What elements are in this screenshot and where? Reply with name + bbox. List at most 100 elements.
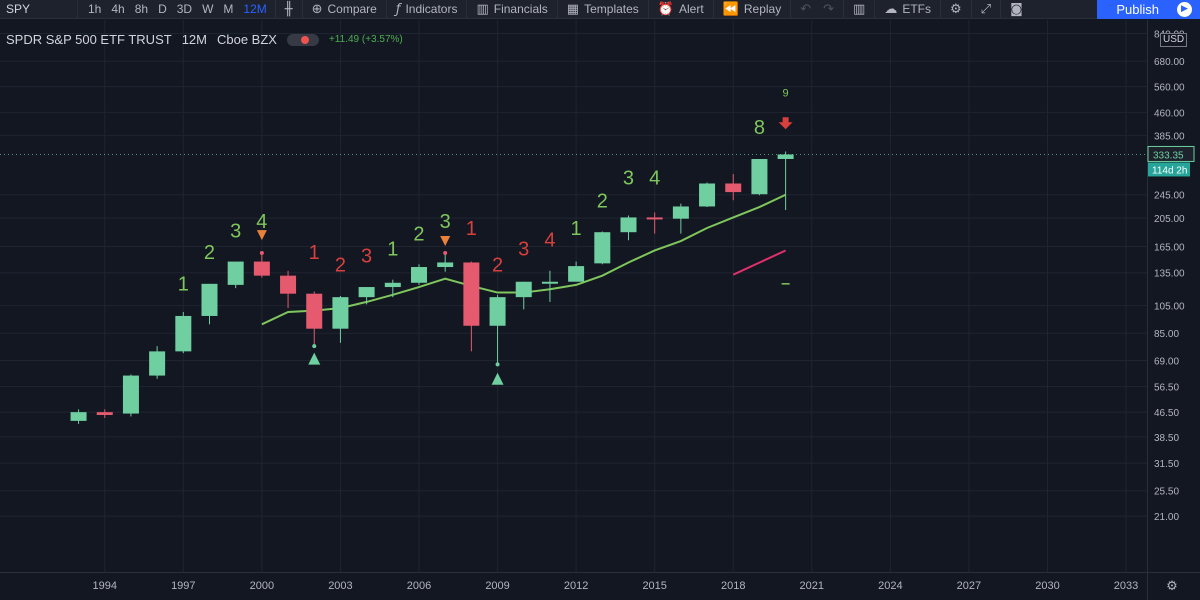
sequential-count-label: 2 bbox=[413, 223, 424, 245]
divider bbox=[556, 0, 558, 19]
divider bbox=[301, 0, 303, 19]
candle-body bbox=[515, 281, 532, 298]
candle-body bbox=[751, 158, 768, 195]
signal-dot bbox=[312, 344, 317, 349]
candle bbox=[646, 212, 663, 234]
y-tick-label: 69.00 bbox=[1154, 357, 1179, 368]
play-icon: ▶ bbox=[1177, 1, 1192, 17]
candles-icon: ╫ bbox=[284, 1, 293, 17]
gear-icon: ⚙ bbox=[950, 1, 962, 17]
sequential-count-label: 3 bbox=[361, 245, 372, 267]
sequential-count-label: 4 bbox=[256, 211, 267, 233]
fullscreen-button[interactable]: ⤢ bbox=[975, 0, 997, 19]
interval-8h[interactable]: 8h bbox=[134, 1, 149, 16]
currency-button[interactable]: USD bbox=[1160, 33, 1188, 47]
candle-body bbox=[699, 183, 716, 207]
candle bbox=[489, 294, 506, 365]
sequential-count-label: 3 bbox=[230, 220, 241, 242]
divider bbox=[385, 0, 387, 19]
candle-body bbox=[777, 154, 794, 159]
chart-style-button[interactable]: ╫ bbox=[279, 0, 299, 19]
interval-w[interactable]: W bbox=[202, 1, 214, 16]
candle bbox=[201, 283, 218, 325]
legend-interval: 12M bbox=[181, 32, 207, 47]
y-tick-label: 460.00 bbox=[1154, 108, 1185, 119]
interval-12m[interactable]: 12M bbox=[243, 1, 267, 16]
candle-body bbox=[646, 217, 663, 220]
symbol-search[interactable]: SPY bbox=[0, 0, 78, 19]
financials-button[interactable]: ▥ Financials bbox=[470, 0, 553, 19]
interval-group: 1h 4h 8h D 3D W M 12M bbox=[78, 0, 272, 19]
y-tick-label: 25.50 bbox=[1154, 487, 1179, 498]
candle bbox=[253, 252, 270, 278]
candle bbox=[122, 374, 139, 417]
publish-button[interactable]: Publish ▶ bbox=[1097, 0, 1200, 19]
y-tick-label: 205.00 bbox=[1154, 214, 1185, 225]
candle-body bbox=[332, 297, 349, 329]
candle-body bbox=[306, 293, 323, 329]
candle bbox=[358, 287, 375, 305]
sequential-count-label: 1 bbox=[571, 218, 582, 240]
interval-3d[interactable]: 3D bbox=[176, 1, 193, 16]
templates-button[interactable]: ▦ Templates bbox=[561, 0, 645, 19]
candle-body bbox=[384, 282, 401, 288]
y-tick-label: 31.50 bbox=[1154, 459, 1179, 470]
interval-4h[interactable]: 4h bbox=[111, 1, 125, 16]
x-tick-label: 2015 bbox=[642, 580, 666, 592]
x-tick-label: 2003 bbox=[328, 580, 352, 592]
layout-button[interactable]: ▥ bbox=[847, 0, 871, 19]
candle bbox=[541, 270, 558, 302]
interval-1h[interactable]: 1h bbox=[88, 1, 102, 16]
market-status-toggle[interactable] bbox=[286, 33, 319, 46]
x-tick-label: 1997 bbox=[171, 580, 195, 592]
redo-button[interactable]: ↷ bbox=[817, 0, 840, 19]
candle bbox=[515, 281, 532, 310]
signal-markers-layer bbox=[256, 117, 793, 385]
x-tick-label: 1994 bbox=[93, 580, 117, 592]
candle-body bbox=[568, 266, 585, 282]
axis-settings-gear-icon[interactable]: ⚙ bbox=[1166, 579, 1178, 594]
cloud-icon: ☁ bbox=[884, 1, 898, 17]
y-tick-label: 56.50 bbox=[1154, 383, 1179, 394]
legend-exchange: Cboe BZX bbox=[216, 32, 277, 47]
candle-body bbox=[70, 412, 87, 421]
x-tick-label: 2021 bbox=[800, 580, 824, 592]
sell-arrow-marker bbox=[778, 117, 793, 130]
signal-dot bbox=[495, 362, 500, 367]
sequential-count-label: 3 bbox=[518, 238, 529, 260]
candle-body bbox=[672, 206, 689, 219]
interval-d[interactable]: D bbox=[158, 1, 167, 16]
countdown-label: 114d 2h bbox=[1152, 165, 1187, 176]
indicators-button[interactable]: ƒ Indicators bbox=[390, 0, 464, 19]
x-tick-label: 2009 bbox=[485, 580, 509, 592]
buy-triangle-marker bbox=[491, 372, 504, 385]
sell-triangle-marker bbox=[440, 236, 451, 247]
alarm-clock-icon: ⏰ bbox=[657, 1, 674, 17]
last-price-label: 333.35 bbox=[1153, 150, 1184, 161]
candle bbox=[725, 174, 742, 201]
compare-button[interactable]: ⊕ Compare bbox=[306, 0, 383, 19]
replay-button[interactable]: ⏪ Replay bbox=[717, 0, 788, 19]
candle bbox=[96, 409, 113, 418]
interval-m[interactable]: M bbox=[223, 1, 234, 16]
divider bbox=[874, 0, 876, 19]
sequential-count-label: 1 bbox=[466, 218, 477, 240]
etfs-button[interactable]: ☁ ETFs bbox=[878, 0, 937, 19]
sequential-count-label: 8 bbox=[754, 117, 765, 139]
undo-icon: ↶ bbox=[800, 1, 812, 17]
x-tick-label: 2030 bbox=[1035, 580, 1059, 592]
alert-label: Alert bbox=[678, 1, 704, 16]
undo-button[interactable]: ↶ bbox=[794, 0, 817, 19]
candle-body bbox=[437, 262, 454, 268]
y-tick-label: 680.00 bbox=[1154, 57, 1185, 68]
snapshot-button[interactable]: ◙ bbox=[1004, 0, 1029, 19]
candle-body bbox=[620, 217, 637, 233]
y-tick-label: 38.50 bbox=[1154, 433, 1179, 444]
candle bbox=[777, 151, 794, 211]
x-tick-label: 2018 bbox=[721, 580, 745, 592]
sequential-count-label: 2 bbox=[492, 255, 503, 277]
settings-button[interactable]: ⚙ bbox=[944, 0, 968, 19]
alert-button[interactable]: ⏰ Alert bbox=[652, 0, 710, 19]
